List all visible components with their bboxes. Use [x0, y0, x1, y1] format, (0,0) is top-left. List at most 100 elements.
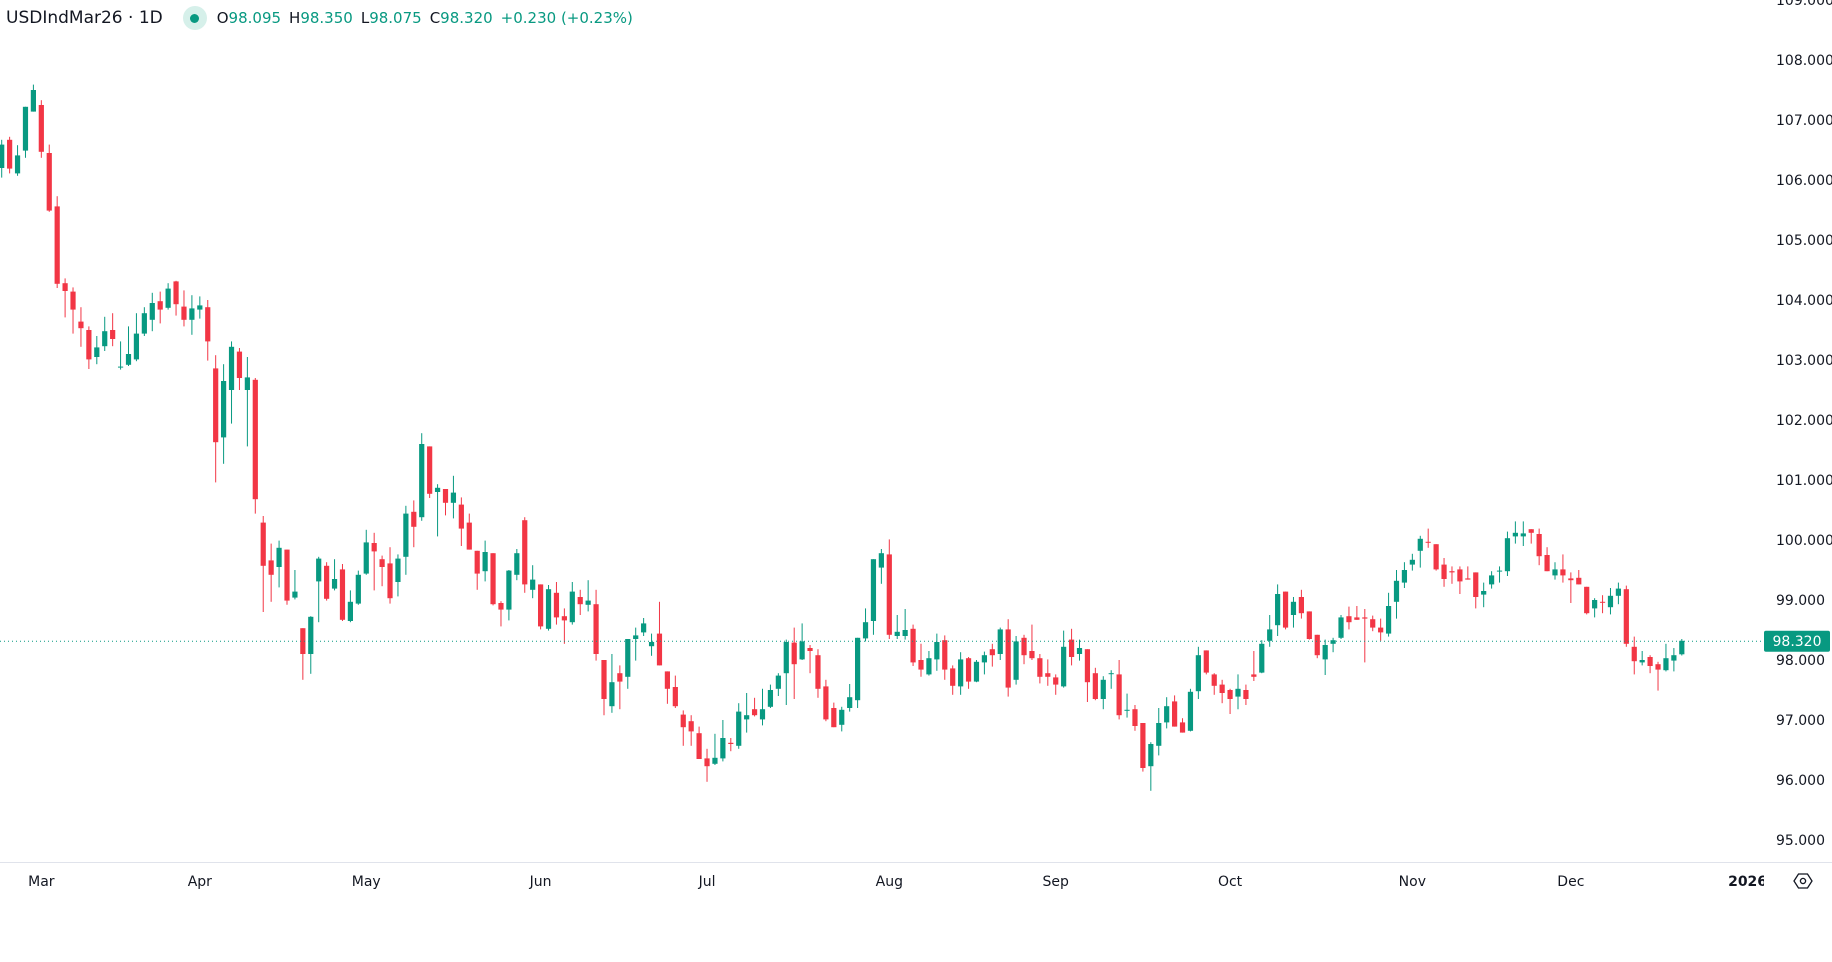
- candle-down[interactable]: [411, 500, 417, 548]
- candle-down[interactable]: [1449, 566, 1455, 584]
- candle-down[interactable]: [1647, 655, 1653, 674]
- candle-up[interactable]: [419, 433, 425, 521]
- candle-down[interactable]: [1068, 628, 1075, 666]
- candle-up[interactable]: [783, 639, 789, 705]
- candle-down[interactable]: [110, 313, 116, 347]
- candle-up[interactable]: [609, 654, 615, 713]
- candle-down[interactable]: [1282, 591, 1289, 630]
- candle-up[interactable]: [1100, 676, 1106, 710]
- candle-down[interactable]: [181, 290, 187, 327]
- candle-down[interactable]: [1219, 679, 1225, 704]
- candle-down[interactable]: [617, 665, 623, 710]
- settings-hexagon-icon[interactable]: [1793, 873, 1813, 889]
- candle-down[interactable]: [815, 649, 821, 698]
- candle-down[interactable]: [1092, 667, 1098, 701]
- candle-up[interactable]: [847, 684, 853, 712]
- candle-down[interactable]: [1116, 660, 1122, 720]
- candle-down[interactable]: [260, 516, 266, 612]
- candle-up[interactable]: [347, 590, 353, 623]
- candle-up[interactable]: [1124, 693, 1130, 718]
- candle-up[interactable]: [1639, 651, 1645, 666]
- candle-down[interactable]: [387, 547, 393, 604]
- candle-down[interactable]: [823, 679, 829, 722]
- candle-down[interactable]: [1623, 585, 1629, 647]
- candle-up[interactable]: [1417, 535, 1423, 568]
- market-status-icon[interactable]: [182, 6, 207, 30]
- candle-down[interactable]: [1179, 718, 1186, 733]
- candle-up[interactable]: [1489, 571, 1495, 589]
- candle-down[interactable]: [728, 738, 734, 752]
- candle-down[interactable]: [1084, 649, 1091, 702]
- candle-down[interactable]: [1132, 705, 1138, 731]
- candle-up[interactable]: [894, 615, 900, 639]
- candle-up[interactable]: [981, 651, 987, 675]
- candle-up[interactable]: [712, 733, 718, 765]
- candle-up[interactable]: [973, 660, 980, 683]
- candle-up[interactable]: [30, 84, 36, 112]
- candle-up[interactable]: [276, 540, 282, 588]
- candle-down[interactable]: [704, 748, 710, 782]
- candle-up[interactable]: [14, 145, 21, 176]
- candle-down[interactable]: [1560, 554, 1566, 583]
- candle-down[interactable]: [474, 550, 480, 590]
- candle-down[interactable]: [46, 144, 52, 212]
- candle-up[interactable]: [244, 357, 250, 447]
- candle-down[interactable]: [672, 675, 678, 708]
- candle-down[interactable]: [236, 348, 243, 390]
- candle-up[interactable]: [633, 627, 639, 661]
- candle-down[interactable]: [498, 601, 504, 627]
- candle-up[interactable]: [1671, 648, 1677, 672]
- candle-down[interactable]: [1599, 595, 1606, 614]
- candle-down[interactable]: [1362, 609, 1368, 663]
- candle-down[interactable]: [324, 562, 330, 601]
- candle-up[interactable]: [149, 292, 155, 332]
- candle-up[interactable]: [1330, 637, 1336, 653]
- candle-up[interactable]: [1148, 742, 1154, 791]
- candle-up[interactable]: [1481, 582, 1487, 608]
- candle-up[interactable]: [1401, 562, 1408, 588]
- candle-up[interactable]: [1076, 639, 1083, 661]
- candle-down[interactable]: [593, 589, 599, 661]
- candle-up[interactable]: [736, 703, 742, 749]
- candle-up[interactable]: [744, 693, 750, 733]
- candle-up[interactable]: [403, 505, 409, 575]
- candle-up[interactable]: [585, 580, 591, 612]
- candle-up[interactable]: [759, 688, 766, 726]
- candle-down[interactable]: [78, 307, 84, 347]
- candle-down[interactable]: [300, 628, 306, 680]
- candle-up[interactable]: [1156, 708, 1162, 756]
- candle-up[interactable]: [625, 639, 631, 689]
- candle-up[interactable]: [767, 684, 774, 708]
- candle-up[interactable]: [395, 554, 401, 597]
- candle-up[interactable]: [102, 316, 108, 351]
- candle-down[interactable]: [1655, 661, 1661, 691]
- candle-up[interactable]: [839, 706, 845, 732]
- candle-down[interactable]: [1029, 624, 1035, 660]
- candle-up[interactable]: [1259, 640, 1265, 674]
- candle-down[interactable]: [1576, 570, 1582, 585]
- candle-up[interactable]: [292, 570, 298, 600]
- candle-down[interactable]: [86, 326, 92, 369]
- candle-down[interactable]: [601, 660, 607, 716]
- candle-down[interactable]: [1037, 654, 1043, 684]
- candle-up[interactable]: [878, 549, 884, 584]
- candle-down[interactable]: [656, 601, 663, 666]
- candle-down[interactable]: [989, 643, 995, 667]
- candle-up[interactable]: [1512, 521, 1518, 544]
- candle-down[interactable]: [1473, 572, 1479, 609]
- candle-down[interactable]: [1203, 650, 1209, 675]
- candle-up[interactable]: [569, 582, 575, 625]
- candle-down[interactable]: [1053, 674, 1059, 695]
- candle-down[interactable]: [942, 635, 948, 680]
- candle-up[interactable]: [1267, 615, 1273, 647]
- candle-down[interactable]: [1306, 611, 1312, 640]
- candle-up[interactable]: [855, 637, 861, 708]
- candle-up[interactable]: [1061, 630, 1067, 688]
- candle-down[interactable]: [1227, 688, 1233, 714]
- candle-down[interactable]: [1584, 586, 1590, 615]
- candle-down[interactable]: [688, 715, 694, 746]
- candle-up[interactable]: [1235, 674, 1241, 710]
- candle-down[interactable]: [538, 584, 544, 630]
- candle-down[interactable]: [1021, 634, 1027, 665]
- candle-up[interactable]: [355, 570, 361, 605]
